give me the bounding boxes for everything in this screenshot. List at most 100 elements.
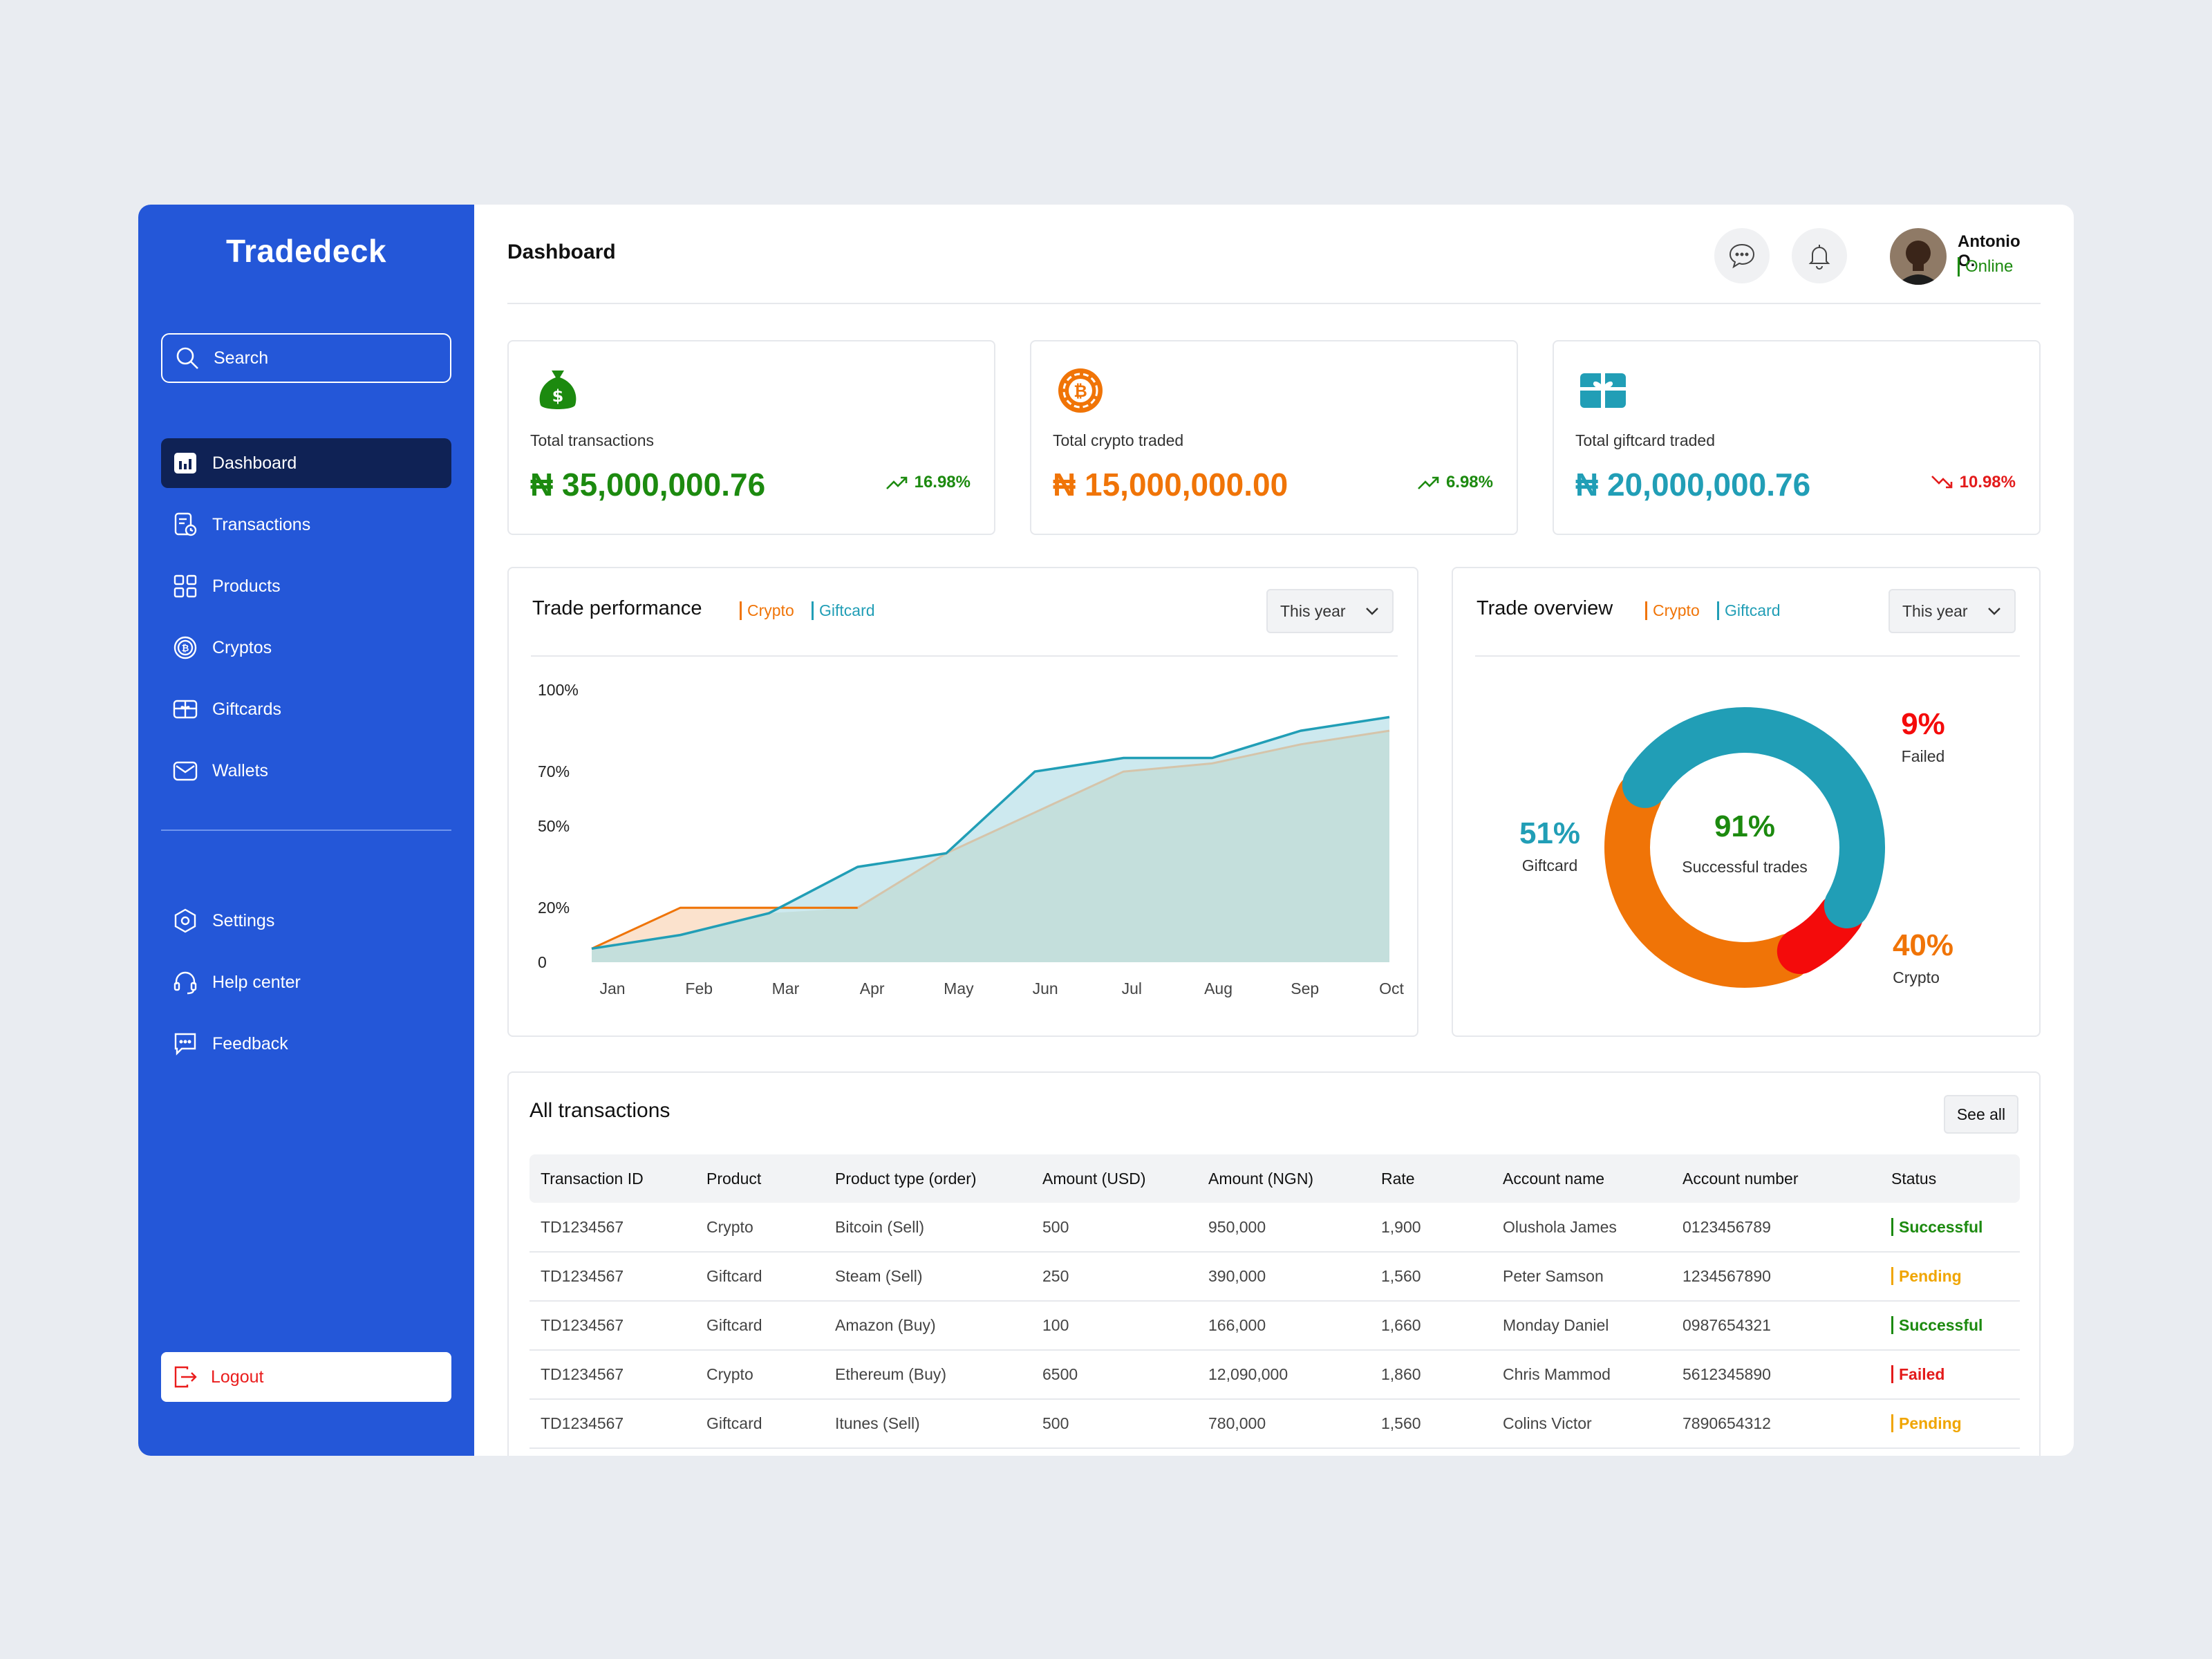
legend-crypto: Crypto	[740, 601, 794, 620]
period-select[interactable]: This year	[1266, 589, 1394, 633]
giftcard-label: Giftcard	[1522, 856, 1578, 874]
x-tick-label: Oct	[1379, 980, 1404, 997]
table-cell: Olushola James	[1492, 1203, 1671, 1253]
table-cell: TD1234567	[529, 1301, 695, 1351]
sidebar-item-transactions[interactable]: Transactions	[161, 500, 451, 550]
column-header[interactable]: Transaction ID	[541, 1169, 644, 1188]
giftcard-percent: 51%	[1519, 816, 1580, 850]
sidebar-secondary-nav: Settings Help center Feedback	[161, 896, 451, 1080]
svg-text:$: $	[552, 386, 564, 406]
x-tick-label: May	[944, 980, 974, 997]
search-icon	[176, 347, 198, 369]
table-cell: 780,000	[1197, 1399, 1370, 1449]
x-tick-label: Jan	[599, 980, 625, 997]
stat-label: Total transactions	[530, 431, 654, 449]
table-cell: Pending	[1880, 1399, 2020, 1449]
table-cell: Monday Daniel	[1492, 1301, 1671, 1351]
table-cell: 5612345890	[1671, 1350, 1880, 1400]
stat-card-crypto: ₿ Total crypto traded ₦ 15,000,000.00 6.…	[1030, 340, 1518, 535]
column-header[interactable]: Status	[1891, 1169, 1937, 1188]
money-bag-icon: $	[539, 371, 577, 409]
sidebar-item-label: Help center	[212, 972, 301, 992]
table-row[interactable]: TD1234567 Giftcard Amazon (Buy) 100 166,000 1…	[529, 1301, 2020, 1351]
sidebar-item-dashboard[interactable]: Dashboard	[161, 438, 451, 488]
message-icon	[1729, 243, 1755, 269]
table-row[interactable]: TD1234567 Crypto Bitcoin (Sell) 500 950,000 1…	[529, 1203, 2020, 1253]
period-select[interactable]: This year	[1888, 589, 2016, 633]
status-badge: Pending	[1891, 1414, 1962, 1432]
bitcoin-icon: ₿	[174, 636, 197, 659]
y-tick-label: 70%	[538, 762, 570, 780]
table-cell: Giftcard	[695, 1399, 824, 1449]
sidebar-item-giftcards[interactable]: Giftcards	[161, 684, 451, 734]
notifications-button[interactable]	[1792, 228, 1847, 283]
table-cell: 166,000	[1197, 1301, 1370, 1351]
sidebar-item-feedback[interactable]: Feedback	[161, 1019, 451, 1069]
gift-card-icon	[173, 700, 198, 719]
y-tick-label: 20%	[538, 899, 570, 917]
bell-icon	[1808, 245, 1830, 270]
table-row[interactable]: TD1234567 Giftcard Steam (Sell) 250 390,000 1…	[529, 1252, 2020, 1302]
panel-title: Trade overview	[1477, 597, 1613, 619]
app-window: Tradedeck Search Dashboard Transactions …	[138, 205, 2074, 1456]
table-cell: Itunes (Sell)	[824, 1399, 1031, 1449]
table-cell: 250	[1031, 1252, 1197, 1302]
period-select-value: This year	[1902, 601, 1968, 620]
column-header[interactable]: Account name	[1503, 1169, 1605, 1188]
trade-overview-chart: 91% Successful trades 51% Giftcard 9% Fa…	[1519, 707, 1953, 988]
table-row[interactable]: TD1234567 Crypto Ethereum (Buy) 6500 12,090,…	[529, 1350, 2020, 1400]
table-row[interactable]: TD1234567 Giftcard Itunes (Sell) 500 780,000…	[529, 1399, 2020, 1449]
wallet-icon	[173, 761, 198, 781]
status-badge: Successful	[1891, 1217, 1983, 1236]
table-cell: Bitcoin (Sell)	[824, 1203, 1031, 1253]
column-header[interactable]: Amount (NGN)	[1208, 1169, 1314, 1188]
messages-button[interactable]	[1714, 228, 1770, 283]
legend-giftcard: Giftcard	[812, 601, 875, 620]
panel-title: All transactions	[529, 1099, 671, 1122]
column-header[interactable]: Product	[706, 1169, 762, 1188]
stat-change-value: 6.98%	[1445, 473, 1493, 491]
bitcoin-coin-icon: ₿	[1058, 368, 1103, 413]
sidebar-item-products[interactable]: Products	[161, 561, 451, 611]
column-header[interactable]: Account number	[1683, 1169, 1799, 1188]
table-cell: Peter Samson	[1492, 1252, 1671, 1302]
x-tick-label: Apr	[860, 980, 885, 997]
trend-up-icon	[1418, 476, 1439, 489]
search-placeholder: Search	[214, 348, 269, 368]
table-cell: 500	[1031, 1399, 1197, 1449]
table-cell: 0987654321	[1671, 1301, 1880, 1351]
column-header[interactable]: Product type (order)	[835, 1169, 977, 1188]
sidebar-item-help-center[interactable]: Help center	[161, 957, 451, 1007]
sidebar-item-cryptos[interactable]: ₿ Cryptos	[161, 623, 451, 673]
sidebar-item-wallets[interactable]: Wallets	[161, 746, 451, 796]
legend-giftcard: Giftcard	[1717, 601, 1781, 620]
column-header[interactable]: Rate	[1381, 1169, 1415, 1188]
brand-logo[interactable]: Tradedeck	[225, 233, 387, 269]
donut-slice-crypto[interactable]	[1604, 773, 1812, 988]
see-all-button[interactable]: See all	[1944, 1095, 2018, 1134]
table-cell: 12,090,000	[1197, 1350, 1370, 1400]
logout-button[interactable]: Logout	[161, 1352, 451, 1402]
avatar[interactable]	[1890, 228, 1947, 285]
sidebar-item-label: Products	[212, 576, 281, 596]
column-header[interactable]: Amount (USD)	[1042, 1169, 1146, 1188]
search-input[interactable]: Search	[161, 333, 451, 383]
sidebar-nav: Dashboard Transactions Products ₿ Crypto…	[161, 438, 451, 807]
sidebar-item-settings[interactable]: Settings	[161, 896, 451, 946]
table-cell: Ethereum (Buy)	[824, 1350, 1031, 1400]
donut-slice-giftcard[interactable]	[1622, 707, 1885, 928]
dashboard-icon	[174, 453, 196, 474]
donut-center-value: 91%	[1714, 809, 1775, 843]
stat-change-value: 10.98%	[1959, 473, 2016, 491]
stat-change-value: 16.98%	[914, 473, 971, 491]
stat-change: 6.98%	[1417, 473, 1493, 492]
table-cell: Giftcard	[695, 1301, 824, 1351]
table-cell: Pending	[1880, 1252, 2020, 1302]
legend-crypto: Crypto	[1645, 601, 1700, 620]
transactions-panel: All transactions See all Transaction ID …	[507, 1071, 2041, 1456]
table-cell: 1234567890	[1671, 1252, 1880, 1302]
stat-value: ₦ 20,000,000.76	[1575, 467, 1811, 503]
period-select-value: This year	[1280, 601, 1346, 620]
table-cell: TD1234567	[529, 1203, 695, 1253]
status-badge: Failed	[1891, 1365, 1945, 1383]
